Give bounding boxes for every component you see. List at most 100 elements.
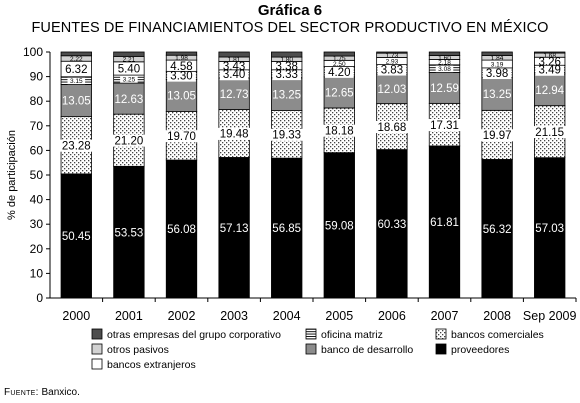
y-tick-label: 70 [30, 119, 44, 133]
data-label-bg [163, 130, 200, 143]
x-tick-label: 2007 [431, 309, 459, 323]
bar-segment-proveedores [165, 159, 198, 299]
bar-segment-otras_empresas [165, 51, 198, 56]
bar-segment-proveedores [218, 157, 250, 299]
bar-segment-otras_empresas [60, 51, 92, 57]
data-label-bg [482, 67, 512, 80]
x-tick-label: 2006 [378, 309, 406, 323]
data-label: 3.40 [223, 69, 245, 81]
y-tick-label: 10 [30, 266, 44, 280]
data-label: 57.03 [535, 223, 564, 235]
data-label-bg [373, 120, 410, 134]
legend-label-bancos_comerciales: bancos comerciales [451, 329, 544, 341]
x-tick-label: 2000 [62, 309, 90, 323]
y-tick-label: 80 [30, 94, 44, 108]
data-label-bg [531, 126, 568, 139]
source-label: Fuente: [4, 387, 39, 398]
data-label-bg [435, 65, 454, 73]
bar-segment-otras_empresas [428, 51, 461, 56]
bar-segment-banco_de_desarrollo [376, 73, 408, 105]
bar-segment-proveedores [113, 165, 145, 299]
data-label: 59.08 [325, 220, 354, 232]
data-label: 3.08 [438, 66, 451, 73]
data-label: 56.85 [272, 223, 301, 235]
data-label: 60.33 [378, 219, 407, 231]
legend-label-otros_pasivos: otros pasivos [107, 344, 169, 356]
data-label: 21.15 [535, 127, 564, 139]
data-label: 1.80 [280, 57, 293, 64]
data-label: 57.13 [220, 223, 249, 235]
source-note: Fuente: Banxico. [4, 387, 80, 398]
data-label: 18.18 [325, 125, 354, 137]
data-label: 19.70 [167, 131, 196, 143]
legend-swatch-oficina_matriz [305, 328, 317, 340]
x-tick-label: 2003 [220, 309, 248, 323]
x-tick-label: 2001 [115, 309, 143, 323]
legend-swatch-proveedores [435, 343, 447, 355]
data-label: 1.81 [228, 57, 241, 64]
bar-segment-otras_empresas [113, 51, 145, 57]
data-label: 2.50 [333, 61, 346, 68]
data-label: 3.25 [123, 76, 136, 83]
y-tick-label: 90 [30, 70, 44, 84]
data-label: 1.73 [386, 53, 399, 60]
data-label: 3.26 [539, 56, 561, 68]
legend-label-otras_empresas: otras empresas del grupo corporativo [107, 329, 281, 341]
figure-label: Gráfica 6 [257, 2, 323, 19]
bar-segment-banco_de_desarrollo [113, 82, 145, 115]
data-label: 3.19 [491, 61, 504, 68]
bar-segment-banco_de_desarrollo [60, 84, 92, 118]
bar-segment-banco_de_desarrollo [218, 77, 250, 110]
data-label: 3.38 [276, 61, 298, 73]
data-label: 1.75 [333, 56, 346, 63]
data-label: 1.68 [543, 53, 556, 60]
data-label-bg [479, 129, 516, 142]
data-label: 56.32 [483, 224, 512, 236]
legend-swatch-bancos_extranjeros [91, 358, 103, 370]
bar-segment-proveedores [534, 157, 566, 299]
legend-label-banco_de_desarrollo: banco de desarrollo [321, 344, 413, 356]
data-label-bg [272, 68, 302, 81]
data-label: 61.81 [430, 217, 459, 229]
data-label-bg [426, 119, 463, 132]
bar-segment-banco_de_desarrollo [271, 77, 303, 111]
data-label: 3.43 [223, 61, 245, 73]
data-label: 3.83 [381, 64, 403, 76]
data-label: 19.48 [220, 129, 249, 141]
y-tick-label: 30 [30, 217, 44, 231]
data-label-bg [58, 139, 95, 152]
data-label: 13.25 [272, 89, 301, 101]
data-label: 1.84 [491, 55, 504, 62]
data-label: 13.05 [167, 91, 196, 103]
data-label: 2.21 [123, 56, 136, 63]
data-label: 23.28 [62, 140, 91, 152]
x-tick-label: Sep 2009 [523, 309, 577, 323]
bar-segment-otras_empresas [534, 51, 566, 54]
data-label: 4.20 [328, 67, 350, 79]
data-label: 56.08 [167, 224, 196, 236]
data-label: 12.65 [325, 88, 354, 100]
data-label: 19.33 [272, 130, 301, 142]
legend-swatch-otras_empresas [91, 328, 103, 340]
data-label-bg [219, 68, 249, 81]
data-label-bg [120, 76, 138, 83]
bar-segment-otras_empresas [323, 51, 355, 57]
data-label: 3.33 [276, 69, 298, 81]
data-label: 1.98 [175, 55, 188, 62]
data-label: 18.68 [378, 122, 407, 134]
chart-title: FUENTES DE FINANCIAMIENTOS DEL SECTOR PR… [31, 20, 549, 36]
bar-segment-banco_de_desarrollo [534, 73, 566, 107]
data-label: 6.32 [65, 64, 87, 76]
bar-segment-banco_de_desarrollo [165, 79, 198, 112]
bar-segment-proveedores [60, 173, 92, 299]
data-label: 53.53 [115, 227, 144, 239]
data-label: 12.59 [430, 83, 459, 95]
data-label: 12.94 [535, 85, 564, 97]
data-label-bg [110, 134, 147, 147]
data-label: 19.97 [483, 130, 512, 142]
legend-label-proveedores: proveedores [451, 344, 509, 356]
bars: 50.45 23.28 13.05 3.15 6.322.22 53.53 21.20 12.… [58, 51, 568, 299]
data-label: 12.03 [378, 84, 407, 96]
data-label: 5.40 [118, 64, 140, 76]
